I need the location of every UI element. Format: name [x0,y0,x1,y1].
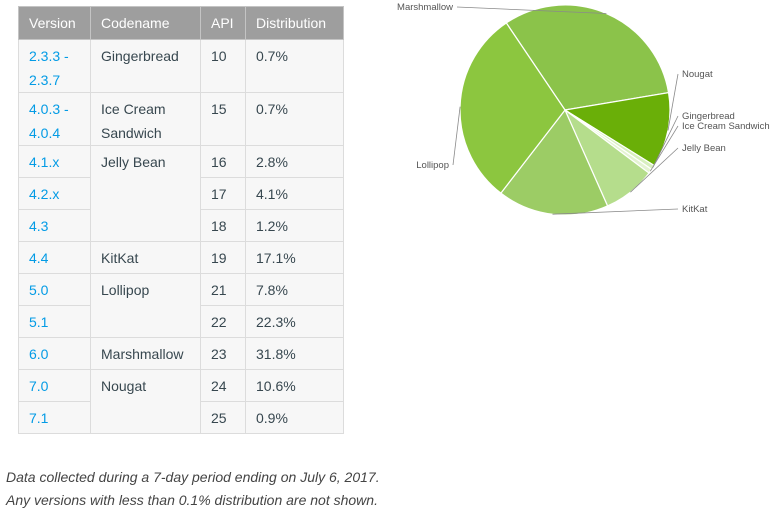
table-row: 5.0 Lollipop 21 7.8% [18,273,344,338]
codename-cell: Nougat [90,369,201,434]
pie-leader-line [452,106,461,166]
table-row: 4.2.x 17 4.1% [18,177,344,210]
version-link[interactable]: 4.2.x [29,186,60,202]
version-link[interactable]: 4.0.3 -4.0.4 [29,101,69,141]
distribution-cell: 0.9% [245,401,344,434]
codename-cell: Ice Cream Sandwich [90,92,201,146]
distribution-cell: 31.8% [245,337,344,370]
pie-leader-line [552,208,679,215]
api-cell: 25 [200,401,246,434]
distribution-cell: 1.2% [245,209,344,242]
distribution-cell: 17.1% [245,241,344,274]
pie-label: Ice Cream Sandwich [682,121,770,132]
distribution-table: Version Codename API Distribution 2.3.3 … [18,6,344,434]
version-link[interactable]: 7.0 [29,378,49,394]
pie-label: Marshmallow [397,2,453,13]
distribution-cell: 7.8% [245,273,344,306]
footnote-date: Data collected during a 7-day period end… [6,469,380,485]
version-link[interactable]: 5.1 [29,314,49,330]
table-row: 2.3.3 -2.3.7 Gingerbread 10 0.7% [18,39,344,93]
codename-cell: Marshmallow [90,337,201,370]
header-api: API [200,6,246,40]
header-distribution: Distribution [245,6,344,40]
table-row: 4.4 KitKat 19 17.1% [18,241,344,274]
table-row: 6.0 Marshmallow 23 31.8% [18,337,344,370]
api-cell: 10 [200,39,246,93]
codename-cell: Gingerbread [90,39,201,93]
api-cell: 16 [200,145,246,178]
pie-slice-kitkat [500,108,609,216]
table-row: 7.1 25 0.9% [18,401,344,434]
version-link[interactable]: 5.0 [29,282,49,298]
distribution-cell: 0.7% [245,92,344,146]
version-link[interactable]: 4.3 [29,218,49,234]
pie-leader-line [630,147,679,193]
api-cell: 18 [200,209,246,242]
version-link[interactable]: 7.1 [29,410,49,426]
header-version: Version [18,6,91,40]
pie-label: Nougat [682,69,713,80]
distribution-cell: 2.8% [245,145,344,178]
pie-leader-line [649,125,679,172]
version-cell: 4.1.x [18,145,91,178]
version-cell: 4.3 [18,209,91,242]
api-cell: 23 [200,337,246,370]
table-row: 4.0.3 -4.0.4 Ice Cream Sandwich 15 0.7% [18,92,344,146]
api-cell: 22 [200,305,246,338]
version-cell: 7.0 [18,369,91,402]
version-cell: 7.1 [18,401,91,434]
version-cell: 4.4 [18,241,91,274]
distribution-cell: 4.1% [245,177,344,210]
version-link[interactable]: 4.4 [29,250,49,266]
version-cell: 4.2.x [18,177,91,210]
pie-leader-line [456,6,607,14]
table-row: 7.0 Nougat 24 10.6% [18,369,344,434]
version-link[interactable]: 4.1.x [29,154,60,170]
pie-label: Gingerbread [682,111,735,122]
api-cell: 24 [200,369,246,402]
pie-label: Lollipop [416,160,449,171]
pie-label: Jelly Bean [682,143,726,154]
version-cell: 5.0 [18,273,91,306]
footnote-threshold: Any versions with less than 0.1% distrib… [6,492,378,508]
version-cell: 5.1 [18,305,91,338]
table-row: 4.3 18 1.2% [18,209,344,242]
version-link[interactable]: 6.0 [29,346,49,362]
api-cell: 21 [200,273,246,306]
distribution-cell: 10.6% [245,369,344,402]
pie-slice-lollipop [459,22,566,194]
distribution-cell: 22.3% [245,305,344,338]
codename-cell: KitKat [90,241,201,274]
pie-label: KitKat [682,204,708,215]
pie-leader-line [652,115,679,168]
api-cell: 15 [200,92,246,146]
header-codename: Codename [90,6,201,40]
version-cell: 4.0.3 -4.0.4 [18,92,91,146]
version-link[interactable]: 2.3.3 -2.3.7 [29,48,69,88]
version-cell: 2.3.3 -2.3.7 [18,39,91,93]
codename-cell: Jelly Bean [90,145,201,242]
pie-leader-line [667,73,679,131]
table-row: 4.1.x Jelly Bean 16 2.8% [18,145,344,242]
api-cell: 17 [200,177,246,210]
api-cell: 19 [200,241,246,274]
table-header-row: Version Codename API Distribution [18,6,344,40]
codename-cell: Lollipop [90,273,201,338]
table-row: 5.1 22 22.3% [18,305,344,338]
version-cell: 6.0 [18,337,91,370]
distribution-cell: 0.7% [245,39,344,93]
